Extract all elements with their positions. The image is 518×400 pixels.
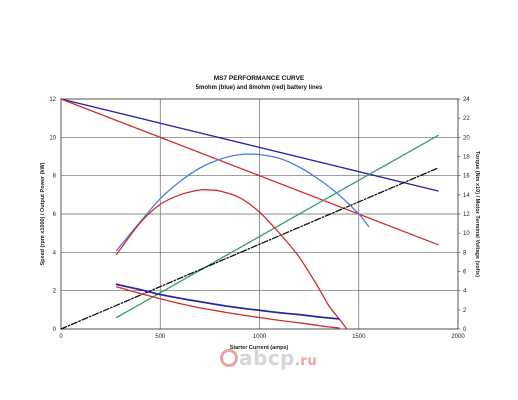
y-right-tick-label: 8 bbox=[463, 250, 467, 256]
x-tick-label: 1000 bbox=[253, 334, 267, 340]
y-left-tick-label: 10 bbox=[49, 135, 56, 141]
series-line-5 bbox=[115, 153, 370, 252]
series-line-4 bbox=[60, 167, 439, 330]
y-right-tick-label: 24 bbox=[463, 97, 470, 103]
y-right-tick-label: 6 bbox=[463, 270, 467, 276]
y-right-tick-label: 10 bbox=[463, 231, 470, 237]
y-left-tick-label: 4 bbox=[53, 250, 57, 256]
watermark: abcp.ru bbox=[220, 346, 317, 370]
y-axis-label-left: Speed (rpm x1000) / Output Power (kW) bbox=[40, 162, 46, 265]
watermark-suffix: .ru bbox=[294, 354, 318, 369]
y-right-tick-label: 0 bbox=[463, 327, 467, 333]
x-tick-label: 500 bbox=[155, 334, 166, 340]
y-left-tick-label: 12 bbox=[49, 97, 56, 103]
series-line-1 bbox=[60, 98, 439, 192]
y-left-tick-label: 2 bbox=[53, 289, 57, 295]
series-group bbox=[60, 98, 439, 330]
series-line-3 bbox=[115, 134, 439, 319]
y-right-tick-label: 20 bbox=[463, 135, 470, 141]
grid bbox=[60, 98, 459, 330]
y-right-tick-label: 18 bbox=[463, 155, 470, 161]
chart-subtitle: 5mohm (blue) and 8mohm (red) battery lin… bbox=[196, 85, 323, 91]
y-right-tick-label: 2 bbox=[463, 308, 467, 314]
series-line-6 bbox=[115, 188, 348, 330]
y-left-tick-label: 6 bbox=[53, 212, 57, 218]
series-line-7 bbox=[115, 283, 340, 320]
watermark-logo-icon bbox=[220, 349, 238, 367]
y-right-tick-label: 22 bbox=[463, 116, 470, 122]
watermark-text: abcp bbox=[239, 346, 295, 370]
series-line-2 bbox=[60, 98, 439, 246]
y-left-tick-label: 8 bbox=[53, 174, 57, 180]
x-tick-label: 0 bbox=[59, 334, 63, 340]
chart-title: MS7 PERFORMANCE CURVE bbox=[214, 75, 305, 82]
x-axis-label: Starter Current (amps) bbox=[230, 345, 289, 351]
y-right-tick-label: 4 bbox=[463, 289, 467, 295]
series-line-8 bbox=[115, 286, 340, 329]
y-axis-label-right: Torque (Nm x10) / Motor Terminal Voltage… bbox=[474, 151, 480, 277]
x-tick-label: 2000 bbox=[451, 334, 465, 340]
y-right-tick-label: 14 bbox=[463, 193, 470, 199]
ticks-group: 0 500 1000 1500 2000024681012024681012141618… bbox=[49, 97, 470, 340]
y-left-tick-label: 0 bbox=[53, 327, 57, 333]
x-tick-label: 1500 bbox=[352, 334, 366, 340]
y-right-tick-label: 16 bbox=[463, 174, 470, 180]
y-right-tick-label: 12 bbox=[463, 212, 470, 218]
